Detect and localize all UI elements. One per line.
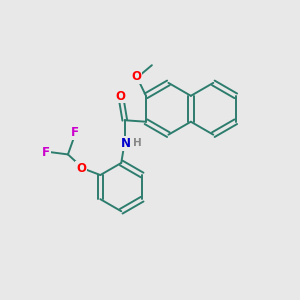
Text: O: O: [131, 70, 141, 83]
Text: O: O: [76, 162, 86, 175]
Text: F: F: [42, 146, 50, 159]
Text: N: N: [120, 137, 130, 150]
Text: O: O: [116, 90, 125, 103]
Text: H: H: [133, 138, 142, 148]
Text: F: F: [71, 126, 79, 139]
